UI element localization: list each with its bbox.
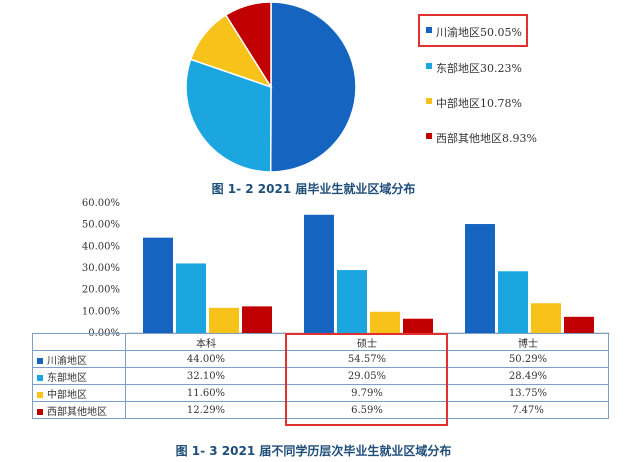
category-highlight-box [285,333,448,426]
figure-caption-1: 图 1- 2 2021 届毕业生就业区域分布 [211,182,416,196]
data-table: 本科 硕士 博士 川渝地区 44.00% 54.57% 50.29% 东部地区 32.10% 29… [32,333,609,419]
bar-chart: 0.00% 10.00% 20.00% 30.00% 40.00% 50.00% 60.00… [82,198,610,337]
legend-swatch-1 [426,63,432,69]
legend-label-3: 西部其他地区8.93% [436,131,537,145]
y-tick-label: 40.00% [82,241,120,252]
table-cell-3-0: 12.29% [125,401,287,419]
table-cell-1-0: 32.10% [125,367,287,385]
y-tick-label: 50.00% [82,220,120,231]
table-cell-2-0: 11.60% [125,384,287,402]
legend-swatch-2 [426,98,432,104]
table-cell-0-0: 44.00% [125,350,287,368]
table-row: 中部地区 11.60% 9.79% 13.75% [32,384,609,402]
bar-1-0 [304,214,334,333]
table-row: 东部地区 32.10% 29.05% 28.49% [32,367,609,385]
y-tick-label: 10.00% [82,306,120,317]
series-swatch-3 [37,409,43,415]
legend-label-1: 东部地区30.23% [436,61,522,75]
table-row-label: 川渝地区 [32,350,126,368]
series-swatch-0 [37,358,43,364]
table-cell-2-2: 13.75% [447,384,609,402]
table-cell-1-2: 28.49% [447,367,609,385]
y-tick-label: 20.00% [82,285,120,296]
pie-slice-0 [269,1,357,173]
figure-caption-2: 图 1- 3 2021 届不同学历层次毕业生就业区域分布 [175,444,452,458]
bar-0-3 [242,306,272,333]
bar-0-2 [209,307,239,333]
table-header-0: 本科 [125,333,287,351]
bar-2-1 [498,271,528,333]
table-row-label: 中部地区 [32,384,126,402]
pie-slice-3 [224,1,272,90]
y-tick-label: 30.00% [82,263,120,274]
pie-chart: 川渝地区50.05% 东部地区30.23% 中部地区10.78% 西部其他地区8.93… [185,1,537,173]
bar-2-3 [564,316,594,333]
table-row: 川渝地区 44.00% 54.57% 50.29% [32,350,609,368]
table-row: 西部其他地区 12.29% 6.59% 7.47% [32,401,609,419]
bar-2-2 [531,303,561,333]
bar-1-3 [403,318,433,333]
series-swatch-1 [37,375,43,381]
legend-label-0: 川渝地区50.05% [436,25,522,39]
bar-0-1 [176,263,206,333]
table-cell-0-2: 50.29% [447,350,609,368]
bar-1-1 [337,270,367,333]
legend-highlight-box [418,14,528,47]
series-name-2: 中部地区 [47,389,87,401]
legend-swatch-0 [426,27,432,33]
table-cell-3-2: 7.47% [447,401,609,419]
table-header-2: 博士 [447,333,609,351]
y-tick-label: 0.00% [88,328,120,337]
series-name-1: 东部地区 [47,372,87,384]
table-row-label: 东部地区 [32,367,126,385]
bar-1-2 [370,311,400,333]
bar-0-0 [143,237,173,333]
series-swatch-2 [37,392,43,398]
legend-swatch-3 [426,133,432,139]
legend-label-2: 中部地区10.78% [436,96,522,110]
series-name-3: 西部其他地区 [47,406,107,418]
table-row-label: 西部其他地区 [32,401,126,419]
bar-2-0 [465,224,495,333]
series-name-0: 川渝地区 [47,355,87,367]
pie-slice-1 [185,58,272,173]
table-corner-cell [32,333,126,351]
y-tick-label: 60.00% [82,198,120,209]
